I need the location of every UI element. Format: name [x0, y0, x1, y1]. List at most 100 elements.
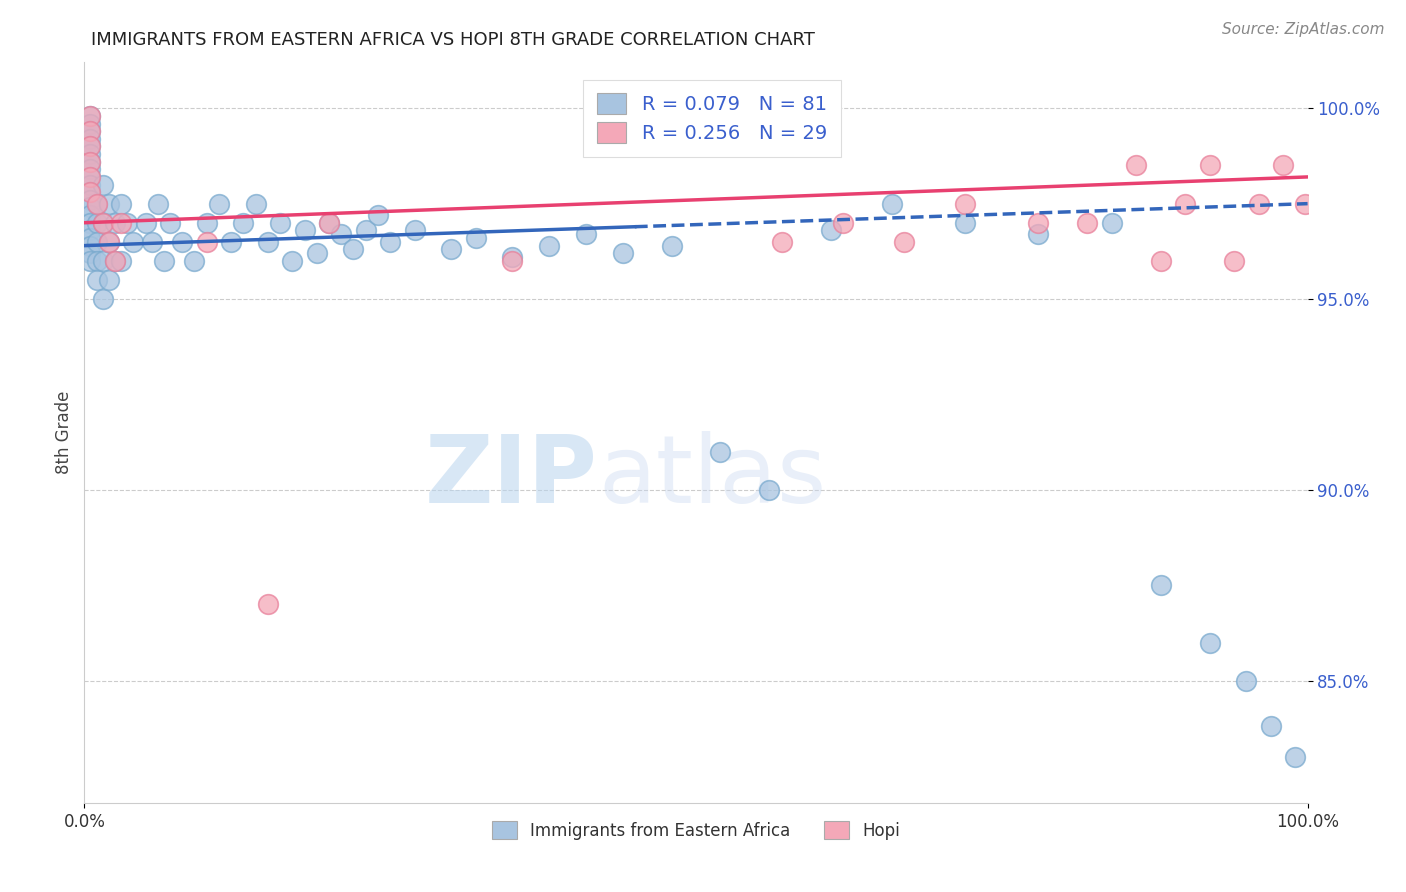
Point [330, 227, 353, 242]
Point [318, 216, 340, 230]
Point [502, 253, 524, 268]
Point [79, 169, 101, 184]
Point [1223, 253, 1246, 268]
Point [79, 216, 101, 230]
Point [91, 216, 114, 230]
Point [91, 178, 114, 192]
Point [79, 154, 101, 169]
Point [1150, 578, 1173, 592]
Text: atlas: atlas [598, 431, 827, 523]
Point [575, 227, 598, 242]
Text: ZIP: ZIP [425, 431, 598, 523]
Point [1284, 750, 1306, 764]
Point [208, 196, 231, 211]
Point [79, 169, 101, 184]
Point [91, 216, 114, 230]
Point [79, 139, 101, 153]
Point [257, 598, 280, 612]
Legend: Immigrants from Eastern Africa, Hopi: Immigrants from Eastern Africa, Hopi [485, 814, 907, 847]
Point [104, 253, 127, 268]
Point [110, 253, 132, 268]
Point [183, 253, 205, 268]
Point [97, 235, 120, 249]
Point [79, 139, 101, 153]
Point [1076, 216, 1098, 230]
Point [820, 223, 842, 237]
Point [661, 238, 683, 252]
Point [1294, 196, 1316, 211]
Point [195, 216, 218, 230]
Point [305, 246, 328, 260]
Point [97, 196, 120, 211]
Point [104, 216, 127, 230]
Point [79, 147, 101, 161]
Point [538, 238, 561, 252]
Point [97, 235, 120, 249]
Text: IMMIGRANTS FROM EASTERN AFRICA VS HOPI 8TH GRADE CORRELATION CHART: IMMIGRANTS FROM EASTERN AFRICA VS HOPI 8… [91, 31, 815, 49]
Point [758, 483, 780, 497]
Point [709, 444, 731, 458]
Point [342, 243, 364, 257]
Point [294, 223, 316, 237]
Point [195, 235, 218, 249]
Point [79, 253, 101, 268]
Point [172, 235, 194, 249]
Point [79, 231, 101, 245]
Point [1272, 159, 1295, 173]
Point [1101, 216, 1123, 230]
Point [159, 216, 181, 230]
Point [97, 273, 120, 287]
Point [1150, 253, 1173, 268]
Point [86, 273, 108, 287]
Point [893, 235, 915, 249]
Point [110, 196, 132, 211]
Point [86, 196, 108, 211]
Point [86, 253, 108, 268]
Point [953, 216, 976, 230]
Point [953, 196, 976, 211]
Point [1198, 159, 1220, 173]
Point [104, 253, 127, 268]
Point [380, 235, 402, 249]
Point [110, 216, 132, 230]
Point [79, 223, 101, 237]
Point [1260, 719, 1282, 733]
Point [79, 185, 101, 199]
Point [880, 196, 903, 211]
Point [1247, 196, 1270, 211]
Point [79, 109, 101, 123]
Point [79, 124, 101, 138]
Point [79, 246, 101, 260]
Point [79, 154, 101, 169]
Point [86, 216, 108, 230]
Point [79, 109, 101, 123]
Point [86, 235, 108, 249]
Point [464, 231, 486, 245]
Point [135, 216, 157, 230]
Point [281, 253, 304, 268]
Point [1198, 635, 1220, 649]
Point [79, 208, 101, 222]
Point [79, 162, 101, 177]
Point [318, 216, 340, 230]
Point [831, 216, 853, 230]
Text: Source: ZipAtlas.com: Source: ZipAtlas.com [1222, 22, 1385, 37]
Point [245, 196, 267, 211]
Point [115, 216, 138, 230]
Point [612, 246, 634, 260]
Point [1174, 196, 1197, 211]
Point [1028, 216, 1050, 230]
Point [79, 178, 101, 192]
Point [770, 235, 793, 249]
Y-axis label: 8th Grade: 8th Grade [55, 391, 73, 475]
Point [232, 216, 254, 230]
Point [79, 116, 101, 130]
Point [354, 223, 377, 237]
Point [79, 193, 101, 207]
Point [79, 124, 101, 138]
Point [79, 185, 101, 199]
Point [153, 253, 176, 268]
Point [79, 238, 101, 252]
Point [367, 208, 389, 222]
Point [1028, 227, 1050, 242]
